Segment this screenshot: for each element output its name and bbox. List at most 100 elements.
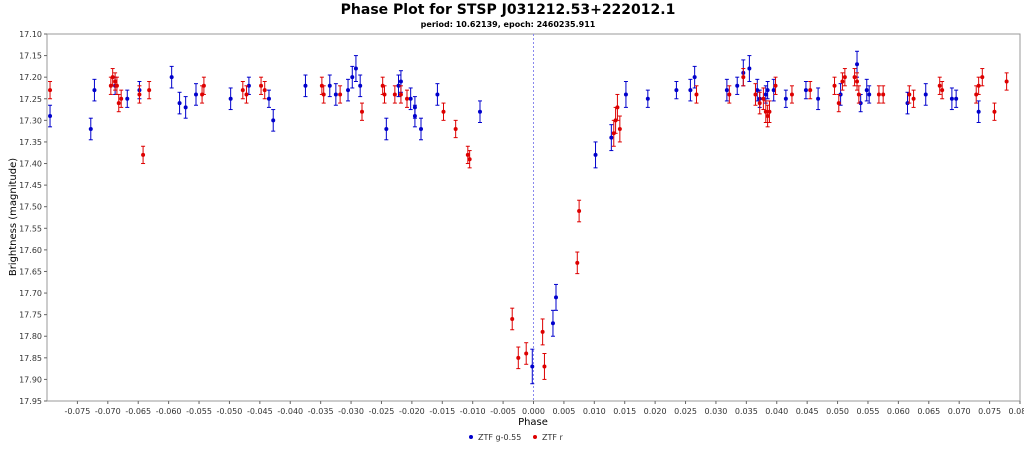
data-point: [530, 364, 535, 369]
data-point: [855, 79, 860, 84]
data-point: [266, 96, 271, 101]
y-tick-label: 17.50: [19, 203, 42, 212]
x-tick-label: 0.050: [826, 407, 849, 416]
data-point: [467, 157, 472, 162]
data-point: [477, 109, 482, 114]
data-point: [398, 92, 403, 97]
data-point: [1004, 79, 1009, 84]
x-tick-label: -0.025: [369, 407, 395, 416]
legend-marker: [469, 435, 473, 439]
data-point: [259, 83, 264, 88]
y-axis: 17.10 17.15 17.20 17.25 17.30 17.35 17.40 17.45…: [19, 30, 47, 406]
x-tick-label: 0.040: [765, 407, 788, 416]
y-tick-label: 17.30: [19, 116, 42, 125]
data-point: [137, 92, 142, 97]
data-point: [593, 152, 598, 157]
data-point: [645, 96, 650, 101]
data-point: [755, 88, 760, 93]
data-point: [773, 83, 778, 88]
data-point: [542, 364, 547, 369]
data-point: [262, 88, 267, 93]
data-point: [516, 355, 521, 360]
data-point: [88, 126, 93, 131]
data-point: [408, 96, 413, 101]
data-point: [350, 75, 355, 80]
data-point: [177, 101, 182, 106]
x-tick-label: 0.000: [522, 407, 545, 416]
y-tick-label: 17.10: [19, 30, 42, 39]
plot-area: [46, 33, 1021, 402]
data-point: [763, 92, 768, 97]
data-point: [147, 88, 152, 93]
x-tick-label: -0.045: [247, 407, 273, 416]
x-tick-label: -0.055: [186, 407, 212, 416]
data-point: [92, 88, 97, 93]
y-tick-label: 17.70: [19, 289, 42, 298]
data-point: [617, 126, 622, 131]
data-point: [856, 92, 861, 97]
data-point: [116, 101, 121, 106]
data-point: [724, 88, 729, 93]
data-point: [763, 109, 768, 114]
data-point: [757, 101, 762, 106]
data-point: [753, 92, 758, 97]
data-point: [240, 88, 245, 93]
data-point: [193, 92, 198, 97]
y-tick-label: 17.45: [19, 181, 42, 190]
data-point: [907, 92, 912, 97]
legend-entry: ZTF r: [542, 433, 564, 442]
data-point: [441, 109, 446, 114]
x-tick-label: 0.065: [917, 407, 940, 416]
x-tick-label: -0.075: [65, 407, 91, 416]
data-point: [855, 62, 860, 67]
data-point: [771, 88, 776, 93]
data-point: [976, 83, 981, 88]
x-tick-label: 0.075: [978, 407, 1001, 416]
data-point: [333, 92, 338, 97]
y-tick-label: 17.55: [19, 224, 42, 233]
data-point: [911, 96, 916, 101]
data-point: [852, 75, 857, 80]
data-point: [465, 152, 470, 157]
x-tick-label: -0.010: [460, 407, 486, 416]
y-tick-label: 17.95: [19, 397, 42, 406]
data-point: [836, 101, 841, 106]
data-point: [980, 75, 985, 80]
y-tick-label: 17.35: [19, 138, 42, 147]
data-point: [575, 260, 580, 265]
x-tick-label: 0.035: [735, 407, 758, 416]
data-point: [392, 92, 397, 97]
data-point: [169, 75, 174, 80]
data-point: [201, 83, 206, 88]
data-point: [974, 92, 979, 97]
data-point: [765, 88, 770, 93]
x-tick-label: -0.050: [217, 407, 243, 416]
data-point: [954, 96, 959, 101]
y-tick-label: 17.90: [19, 375, 42, 384]
x-tick-label: 0.010: [583, 407, 606, 416]
x-tick-label: -0.015: [429, 407, 455, 416]
data-point: [113, 79, 118, 84]
data-point: [735, 83, 740, 88]
x-tick-label: -0.020: [399, 407, 425, 416]
data-point: [867, 92, 872, 97]
data-point: [183, 105, 188, 110]
x-tick-label: 0.005: [552, 407, 575, 416]
data-point: [418, 126, 423, 131]
data-point: [110, 75, 115, 80]
data-point: [346, 88, 351, 93]
x-tick-label: 0.030: [704, 407, 727, 416]
legend: ZTF g-0.55 ZTF r: [469, 433, 564, 442]
x-tick-label: 0.020: [644, 407, 667, 416]
y-tick-label: 17.65: [19, 267, 42, 276]
data-point: [524, 351, 529, 356]
data-point: [949, 96, 954, 101]
x-tick-label: 0.080: [1009, 407, 1024, 416]
data-point: [789, 92, 794, 97]
chart-title: Phase Plot for STSP J031212.53+222012.1: [341, 2, 676, 18]
y-tick-label: 17.40: [19, 160, 42, 169]
data-point: [384, 126, 389, 131]
data-point: [412, 114, 417, 119]
data-point: [550, 321, 555, 326]
